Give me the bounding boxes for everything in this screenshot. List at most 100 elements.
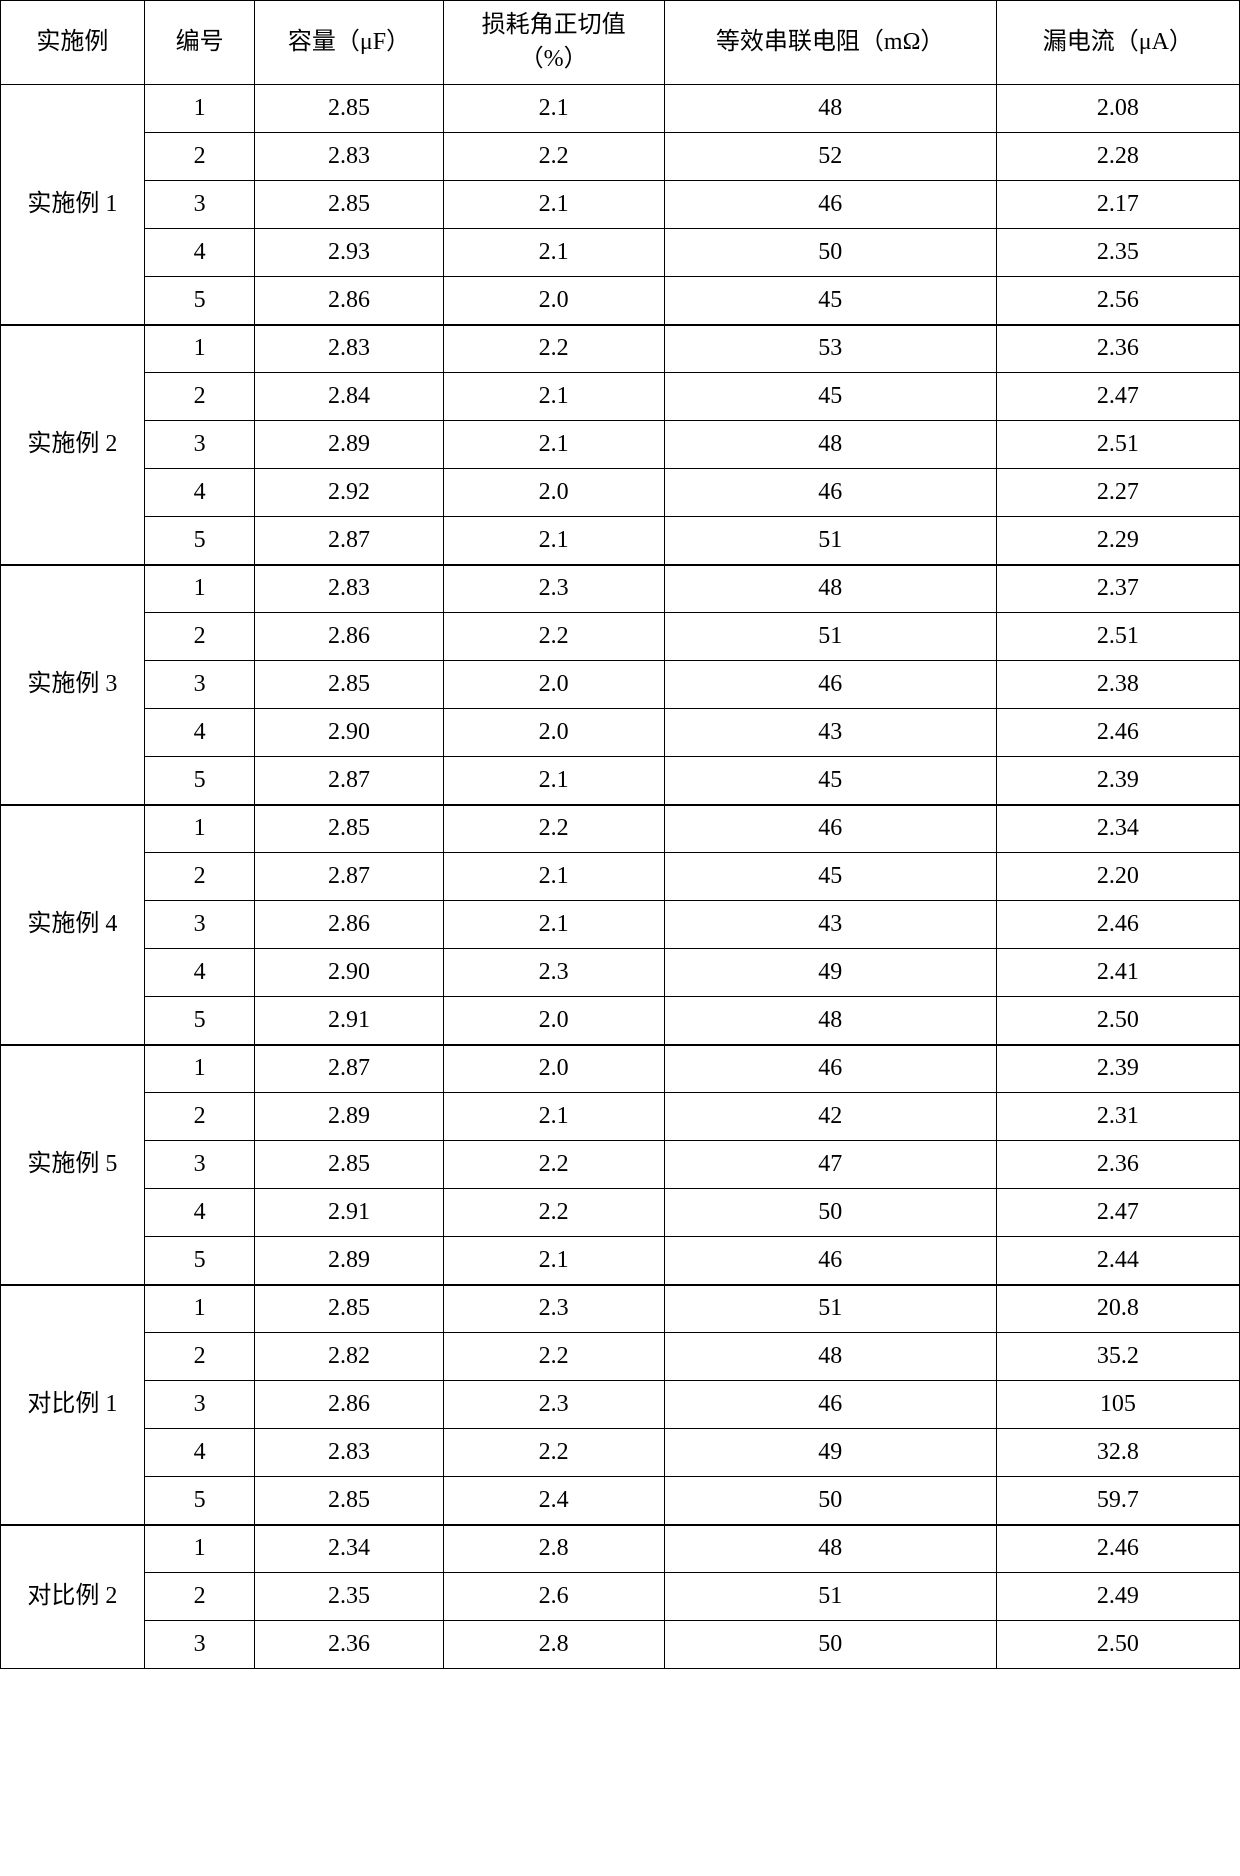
data-cell: 2.37	[996, 565, 1239, 613]
table-row: 22.832.2522.28	[1, 133, 1240, 181]
data-cell: 3	[144, 661, 255, 709]
data-cell: 45	[664, 373, 996, 421]
header-number: 编号	[144, 1, 255, 85]
data-cell: 2.31	[996, 1093, 1239, 1141]
table-row: 42.832.24932.8	[1, 1429, 1240, 1477]
data-cell: 3	[144, 421, 255, 469]
data-cell: 47	[664, 1141, 996, 1189]
data-cell: 2.92	[255, 469, 443, 517]
data-cell: 46	[664, 181, 996, 229]
data-cell: 2.0	[443, 469, 664, 517]
header-tangent: 损耗角正切值（%）	[443, 1, 664, 85]
data-cell: 2.89	[255, 421, 443, 469]
data-cell: 2.1	[443, 421, 664, 469]
data-cell: 45	[664, 757, 996, 805]
group-label-cell: 实施例 4	[1, 805, 145, 1045]
data-cell: 2.87	[255, 517, 443, 565]
data-cell: 4	[144, 469, 255, 517]
data-cell: 4	[144, 709, 255, 757]
data-cell: 2.83	[255, 133, 443, 181]
table-row: 32.362.8502.50	[1, 1621, 1240, 1669]
data-cell: 2.46	[996, 709, 1239, 757]
table-row: 32.862.1432.46	[1, 901, 1240, 949]
data-cell: 2	[144, 613, 255, 661]
data-cell: 2.2	[443, 1333, 664, 1381]
data-cell: 2.29	[996, 517, 1239, 565]
data-cell: 2.87	[255, 853, 443, 901]
data-cell: 2.93	[255, 229, 443, 277]
data-cell: 2.85	[255, 181, 443, 229]
data-cell: 2.2	[443, 805, 664, 853]
data-cell: 2.56	[996, 277, 1239, 325]
data-cell: 2.08	[996, 85, 1239, 133]
data-cell: 4	[144, 229, 255, 277]
group-label-cell: 实施例 5	[1, 1045, 145, 1285]
data-cell: 2.34	[996, 805, 1239, 853]
data-cell: 4	[144, 949, 255, 997]
data-cell: 2.50	[996, 997, 1239, 1045]
data-cell: 46	[664, 805, 996, 853]
table-row: 52.852.45059.7	[1, 1477, 1240, 1525]
header-example: 实施例	[1, 1, 145, 85]
data-cell: 2	[144, 853, 255, 901]
data-cell: 2.0	[443, 661, 664, 709]
data-cell: 48	[664, 997, 996, 1045]
data-cell: 2.2	[443, 133, 664, 181]
table-row: 52.862.0452.56	[1, 277, 1240, 325]
data-cell: 2.8	[443, 1621, 664, 1669]
data-cell: 2.91	[255, 997, 443, 1045]
data-cell: 2.36	[996, 325, 1239, 373]
data-cell: 2.83	[255, 325, 443, 373]
data-cell: 2.3	[443, 1285, 664, 1333]
data-cell: 48	[664, 421, 996, 469]
data-cell: 2.47	[996, 373, 1239, 421]
table-row: 42.932.1502.35	[1, 229, 1240, 277]
data-cell: 2.0	[443, 709, 664, 757]
table-row: 32.862.346105	[1, 1381, 1240, 1429]
data-cell: 2.35	[996, 229, 1239, 277]
data-cell: 2.51	[996, 613, 1239, 661]
table-row: 实施例 212.832.2532.36	[1, 325, 1240, 373]
data-table: 实施例 编号 容量（μF） 损耗角正切值（%） 等效串联电阻（mΩ） 漏电流（μ…	[0, 0, 1240, 1669]
data-cell: 2.85	[255, 85, 443, 133]
data-cell: 2.1	[443, 853, 664, 901]
data-cell: 46	[664, 661, 996, 709]
data-cell: 51	[664, 1573, 996, 1621]
table-header-row: 实施例 编号 容量（μF） 损耗角正切值（%） 等效串联电阻（mΩ） 漏电流（μ…	[1, 1, 1240, 85]
table-row: 42.912.2502.47	[1, 1189, 1240, 1237]
data-cell: 2.38	[996, 661, 1239, 709]
data-cell: 2.0	[443, 1045, 664, 1093]
data-cell: 2	[144, 133, 255, 181]
data-cell: 2.87	[255, 1045, 443, 1093]
data-cell: 2.1	[443, 373, 664, 421]
data-cell: 2.83	[255, 1429, 443, 1477]
data-cell: 2.89	[255, 1237, 443, 1285]
data-cell: 2.0	[443, 277, 664, 325]
table-row: 42.922.0462.27	[1, 469, 1240, 517]
data-cell: 43	[664, 709, 996, 757]
data-cell: 2.46	[996, 901, 1239, 949]
data-cell: 50	[664, 229, 996, 277]
header-capacity: 容量（μF）	[255, 1, 443, 85]
data-cell: 2.39	[996, 757, 1239, 805]
data-cell: 2.8	[443, 1525, 664, 1573]
data-cell: 20.8	[996, 1285, 1239, 1333]
table-row: 32.852.1462.17	[1, 181, 1240, 229]
group-label-cell: 实施例 1	[1, 85, 145, 325]
data-cell: 2.41	[996, 949, 1239, 997]
data-cell: 50	[664, 1189, 996, 1237]
table-row: 32.852.2472.36	[1, 1141, 1240, 1189]
table-row: 42.902.0432.46	[1, 709, 1240, 757]
data-cell: 2.2	[443, 1141, 664, 1189]
data-cell: 4	[144, 1189, 255, 1237]
data-cell: 45	[664, 853, 996, 901]
header-leak: 漏电流（μA）	[996, 1, 1239, 85]
data-cell: 2.28	[996, 133, 1239, 181]
data-cell: 2.6	[443, 1573, 664, 1621]
data-cell: 46	[664, 1045, 996, 1093]
data-cell: 52	[664, 133, 996, 181]
data-cell: 32.8	[996, 1429, 1239, 1477]
data-cell: 2.86	[255, 1381, 443, 1429]
data-table-container: 实施例 编号 容量（μF） 损耗角正切值（%） 等效串联电阻（mΩ） 漏电流（μ…	[0, 0, 1240, 1669]
data-cell: 2.2	[443, 613, 664, 661]
